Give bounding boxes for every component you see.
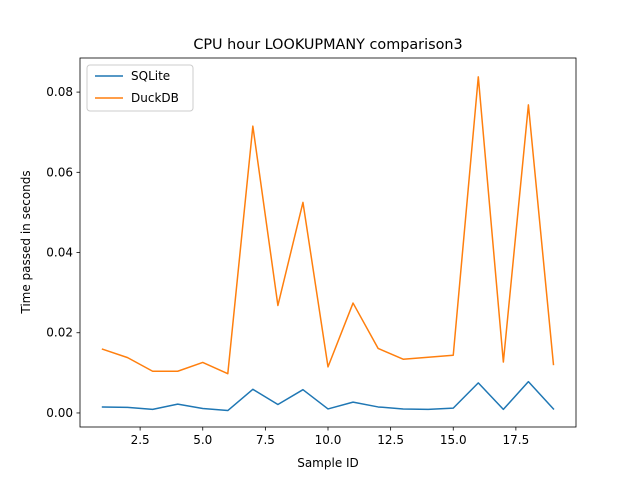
legend: SQLite DuckDB: [86, 64, 194, 112]
x-tick-label: 7.5: [256, 433, 275, 447]
series-line-sqlite: [101, 380, 555, 412]
chart-title: CPU hour LOOKUPMANY comparison3: [193, 37, 462, 53]
y-tick-label: 0.02: [46, 326, 73, 340]
legend-label-duckdb: DuckDB: [131, 91, 179, 105]
plot-frame: [79, 57, 577, 428]
x-tick-label: 12.5: [377, 433, 404, 447]
legend-label-sqlite: SQLite: [131, 69, 170, 83]
x-tick-label: 5.0: [193, 433, 212, 447]
y-axis-title: Time passed in seconds: [19, 170, 33, 314]
y-tick-label: 0.08: [46, 85, 73, 99]
series-line-duckdb: [101, 76, 555, 375]
x-tick-label: 2.5: [131, 433, 150, 447]
x-tick-label: 15.0: [440, 433, 467, 447]
x-tick-label: 10.0: [315, 433, 342, 447]
y-tick-label: 0.06: [46, 165, 73, 179]
series-lines: [101, 76, 555, 412]
x-axis-ticks: 2.5 5.0 7.5 10.0 12.5 15.0 17.5: [131, 427, 530, 447]
y-axis-ticks: 0.00 0.02 0.04 0.06 0.08: [46, 85, 80, 420]
x-tick-label: 17.5: [503, 433, 530, 447]
y-tick-label: 0.00: [46, 406, 73, 420]
x-axis-title: Sample ID: [297, 456, 359, 470]
y-tick-label: 0.04: [46, 246, 73, 260]
